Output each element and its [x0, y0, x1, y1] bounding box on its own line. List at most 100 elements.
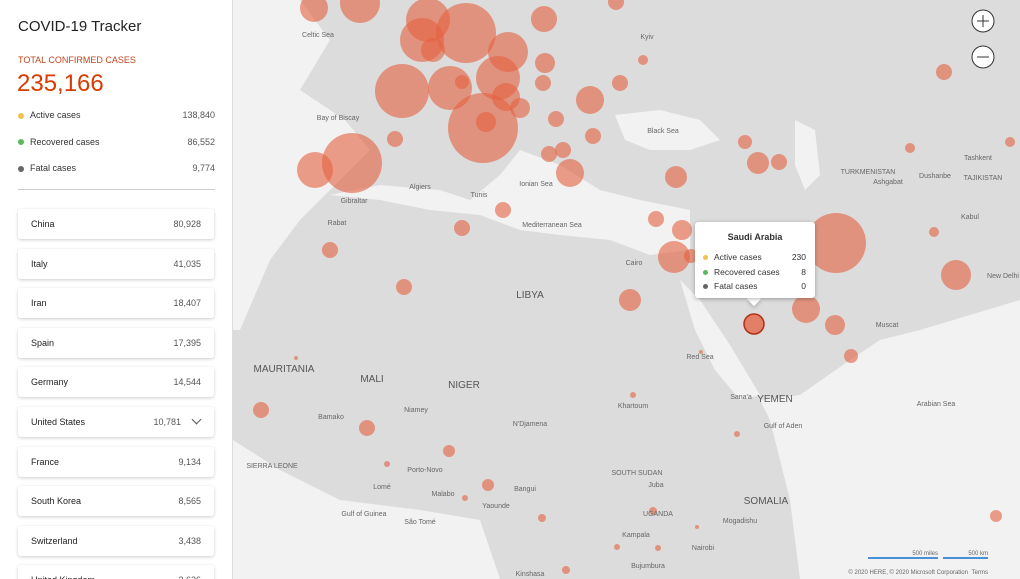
map-label: Gibraltar: [341, 198, 369, 205]
map-labels: Celtic Sea Kyiv Bay of Biscay Black Sea TURK…: [246, 32, 1019, 578]
country-value: 9,134: [178, 456, 201, 467]
map-label: Niamey: [404, 407, 428, 414]
case-bubble: [665, 166, 687, 188]
country-value: 41,035: [173, 258, 201, 269]
status-dot: [18, 112, 24, 119]
total-label: TOTAL CONFIRMED CASES: [18, 55, 136, 65]
map-label: Mediterranean Sea: [522, 222, 582, 229]
case-bubble: [738, 135, 752, 149]
item-label: Recovered cases: [30, 136, 100, 147]
map-label: Rabat: [328, 220, 347, 227]
case-bubble: [510, 98, 530, 118]
country-value: 14,544: [173, 377, 201, 388]
country-value: 3,438: [178, 535, 201, 546]
country-name: South Korea: [31, 496, 82, 507]
country-card[interactable]: Iran 18,407: [18, 288, 214, 319]
map-label: TURKMENISTAN: [841, 169, 896, 176]
map-label: MAURITANIA: [254, 364, 315, 375]
row-value: 0: [801, 281, 806, 291]
case-bubble: [905, 143, 915, 153]
country-name: Switzerland: [31, 535, 78, 546]
case-bubbles: [253, 0, 1015, 574]
item-value: 9,774: [192, 163, 215, 173]
map-label: Mogadishu: [723, 518, 757, 525]
country-name: Italy: [31, 258, 48, 269]
case-bubble: [936, 64, 952, 80]
case-bubble: [488, 32, 528, 72]
zoom-in-icon: [977, 15, 989, 27]
case-bubble: [495, 202, 511, 218]
map-label: SOUTH SUDAN: [612, 470, 663, 477]
case-bubble: [253, 402, 269, 418]
country-card[interactable]: Italy 41,035: [18, 248, 214, 279]
map-label: Kyiv: [640, 34, 654, 41]
case-bubble: [684, 249, 698, 263]
case-bubble: [531, 6, 557, 32]
map-label: N'Djamena: [513, 421, 548, 428]
case-bubble: [825, 315, 845, 335]
case-bubble: [436, 3, 496, 63]
case-bubble: [747, 152, 769, 174]
map-label: Yaounde: [482, 503, 510, 510]
case-bubble: [699, 350, 703, 354]
map-label: Khartoum: [618, 403, 649, 410]
country-card[interactable]: South Korea 8,565: [18, 486, 214, 517]
case-bubble: [649, 507, 657, 515]
tooltip-row: Active cases 230: [703, 252, 806, 264]
total-value: 235,166: [17, 70, 104, 97]
tooltip-title: Saudi Arabia: [727, 232, 783, 242]
country-name: United States: [31, 417, 86, 427]
map-label: Malabo: [432, 491, 455, 498]
map-label: NIGER: [448, 380, 480, 391]
map-label: Nairobi: [692, 545, 715, 552]
item-value: 86,552: [187, 136, 215, 147]
status-dot: [703, 284, 708, 289]
country-card[interactable]: United States 10,781: [18, 407, 214, 437]
case-bubble: [476, 112, 496, 132]
case-bubble: [929, 227, 939, 237]
case-bubble: [421, 38, 445, 62]
summary-item: Recovered cases 86,552: [18, 137, 215, 151]
map-label: Lomé: [373, 484, 391, 491]
scale-label: 500 km: [968, 551, 988, 557]
selected-bubble: [743, 313, 765, 335]
tooltip-row: Fatal cases 0: [703, 281, 806, 293]
country-card[interactable]: Switzerland 3,438: [18, 525, 214, 556]
country-card[interactable]: China 80,928: [18, 209, 214, 239]
map-label: Celtic Sea: [302, 32, 334, 39]
item-value: 138,840: [182, 110, 215, 120]
summary-item: Active cases 138,840: [18, 110, 215, 124]
item-label: Active cases: [30, 110, 81, 120]
case-bubble: [535, 75, 551, 91]
map-label: Red Sea: [686, 354, 713, 361]
case-bubble: [806, 213, 866, 273]
map-label: Ionian Sea: [519, 181, 553, 188]
case-bubble: [734, 431, 740, 437]
summary-item: Fatal cases 9,774: [18, 163, 215, 177]
sidebar: COVID-19 Tracker TOTAL CONFIRMED CASES 2…: [0, 0, 233, 579]
tooltip: Saudi Arabia Active cases 230 Recovered ca…: [695, 222, 815, 298]
map-label: LIBYA: [516, 290, 544, 301]
row-label: Active cases: [714, 252, 762, 262]
case-bubble: [619, 289, 641, 311]
case-bubble: [538, 514, 546, 522]
copyright: © 2020 HERE, © 2020 Microsoft Corporatio…: [848, 569, 968, 576]
map-label: UGANDA: [643, 511, 673, 518]
country-card[interactable]: United Kingdom 2,626: [18, 565, 214, 579]
row-label: Recovered cases: [714, 266, 780, 277]
expand-chevron[interactable]: [191, 414, 202, 425]
map[interactable]: Celtic Sea Kyiv Bay of Biscay Black Sea TURK…: [233, 0, 1020, 579]
terms-link[interactable]: Terms: [972, 570, 988, 576]
status-dot: [703, 255, 708, 260]
country-card[interactable]: Spain 17,395: [18, 327, 214, 358]
country-card[interactable]: France 9,134: [18, 446, 214, 477]
country-name: China: [31, 219, 55, 229]
map-label: Arabian Sea: [917, 401, 956, 408]
map-label: Bangui: [514, 486, 536, 493]
map-label: Bay of Biscay: [317, 115, 360, 122]
country-card[interactable]: Germany 14,544: [18, 367, 214, 398]
case-bubble: [1005, 137, 1015, 147]
map-label: São Tomé: [404, 519, 435, 526]
map-label: Bamako: [318, 414, 344, 421]
app-title: COVID-19 Tracker: [18, 18, 142, 35]
